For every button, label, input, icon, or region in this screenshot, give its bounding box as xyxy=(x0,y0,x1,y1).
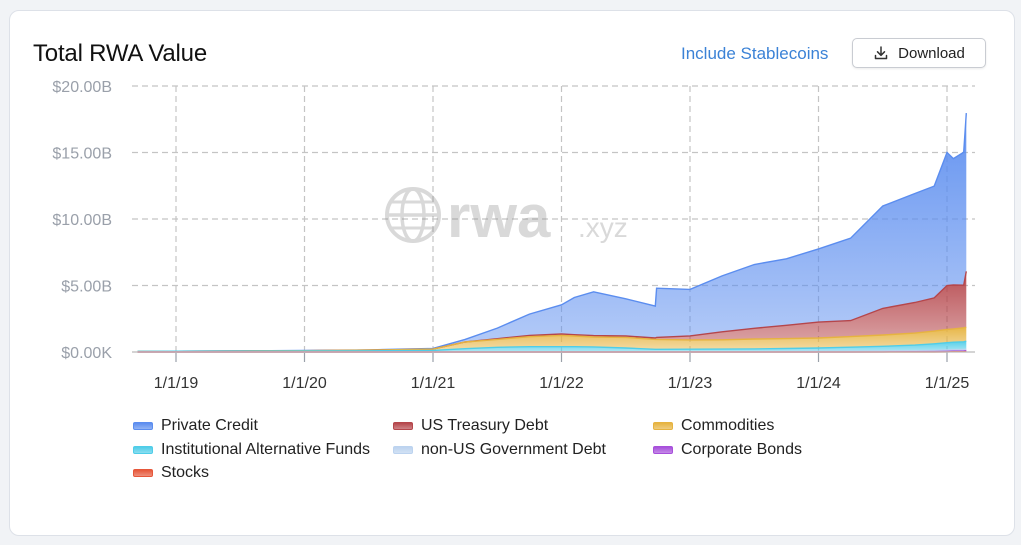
legend-label: non-US Government Debt xyxy=(421,441,606,458)
line-inst-alt xyxy=(137,340,967,352)
area-series xyxy=(137,113,967,352)
watermark-logo-text: rwa xyxy=(447,183,551,250)
legend-item-inst-alt[interactable]: Institutional Alternative Funds xyxy=(133,441,370,459)
include-stablecoins-link[interactable]: Include Stablecoins xyxy=(681,44,829,63)
y-tick-label: $5.00B xyxy=(61,279,112,296)
x-tick-label: 1/1/21 xyxy=(411,375,456,392)
legend-item-commodities[interactable]: Commodities xyxy=(653,417,774,435)
legend-label: US Treasury Debt xyxy=(421,417,549,434)
area-commodities xyxy=(137,327,967,352)
legend-swatch xyxy=(133,422,153,430)
legend-item-private-credit[interactable]: Private Credit xyxy=(133,417,258,435)
watermark-logo-suffix: .xyz xyxy=(578,212,628,243)
legend-swatch xyxy=(393,446,413,454)
legend-swatch xyxy=(133,469,153,477)
chart-axes: $0.00K $5.00B $10.00B $15.00B $20.00B 1/1/19 1… xyxy=(52,79,975,392)
download-button[interactable]: Download xyxy=(852,38,986,68)
legend-swatch xyxy=(133,446,153,454)
page-title: Total RWA Value xyxy=(33,40,207,67)
y-tick-label: $10.00B xyxy=(52,212,112,229)
watermark: rwa .xyz xyxy=(385,183,628,250)
x-tick-label: 1/1/20 xyxy=(282,375,327,392)
y-tick-label: $20.00B xyxy=(52,79,112,96)
legend-label: Commodities xyxy=(681,417,775,434)
legend-label: Private Credit xyxy=(161,417,258,434)
area-us-treasury xyxy=(137,271,967,352)
x-tick-label: 1/1/25 xyxy=(925,375,970,392)
legend-item-non-us-gov[interactable]: non-US Government Debt xyxy=(393,441,606,459)
x-tick-label: 1/1/24 xyxy=(796,375,841,392)
area-private-credit xyxy=(137,113,967,352)
legend-swatch xyxy=(393,422,413,430)
download-label: Download xyxy=(898,44,965,62)
legend-item-corporate-bonds[interactable]: Corporate Bonds xyxy=(653,441,802,459)
x-tick-label: 1/1/19 xyxy=(154,375,199,392)
legend-label: Institutional Alternative Funds xyxy=(161,441,371,458)
globe-icon xyxy=(385,187,441,243)
legend-item-us-treasury[interactable]: US Treasury Debt xyxy=(393,417,548,435)
y-tick-label: $15.00B xyxy=(52,146,112,163)
legend-swatch xyxy=(653,422,673,430)
line-commodities xyxy=(137,326,967,352)
y-tick-label: $0.00K xyxy=(61,345,112,362)
legend-item-stocks[interactable]: Stocks xyxy=(133,464,209,482)
legend-label: Stocks xyxy=(161,464,210,481)
x-tick-label: 1/1/23 xyxy=(668,375,713,392)
legend-swatch xyxy=(653,446,673,454)
legend-label: Corporate Bonds xyxy=(681,441,802,458)
x-tick-label: 1/1/22 xyxy=(539,375,584,392)
download-icon xyxy=(873,45,889,61)
